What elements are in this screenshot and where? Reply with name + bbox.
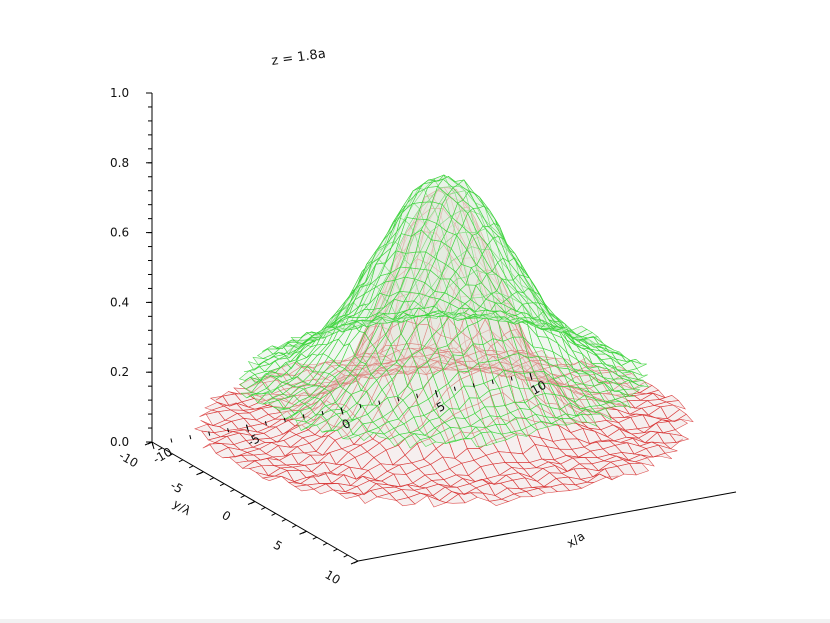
mesh-cell [580,413,598,427]
y-minor-tick [302,530,307,534]
mesh-cell [609,401,627,407]
x-minor-tick [510,376,513,381]
y-minor-tick [322,542,328,546]
x-tick-label: 10 [529,378,549,398]
y-tick-label: 5 [271,538,285,554]
x-minor-tick [321,410,324,416]
z-tick-label: 0.8 [110,156,129,170]
y-minor-tick [158,447,163,451]
x-minor-tick [227,428,230,433]
x-minor-tick [170,438,173,443]
x-minor-tick [189,434,192,440]
y-minor-tick [199,471,204,475]
mesh-cell [632,379,650,388]
surfaces [194,174,694,508]
y-minor-tick [343,554,348,558]
mesh-cell [665,400,687,410]
x-minor-tick [340,407,343,412]
x-minor-tick [529,372,532,378]
mesh-cell [627,379,645,390]
x-axis-line [357,491,737,562]
x-minor-tick [491,379,494,385]
x-minor-tick [151,441,154,447]
mesh-cell [623,388,641,397]
z-tick-label: 0.0 [110,435,129,449]
y-minor-tick [178,459,184,463]
z-tick-label: 1.0 [110,86,129,100]
y-minor-tick [312,536,318,540]
x-minor-tick [283,417,286,422]
x-minor-tick [246,424,248,429]
bottom-strip [0,619,830,623]
y-minor-tick [188,465,194,469]
x-minor-tick [472,383,475,388]
x-minor-tick [453,386,456,391]
mesh-cell [594,407,612,421]
y-tick-label: -5 [168,478,185,496]
y-minor-tick [281,518,287,522]
x-minor-tick [378,400,381,405]
mesh-cell [668,433,690,443]
y-minor-tick [230,489,235,493]
x-axis-label: x/a [564,529,587,551]
x-minor-tick [359,403,362,409]
y-minor-tick [291,524,297,528]
z-tick-label: 0.2 [110,365,129,379]
mesh-cell [631,371,648,380]
z-tick-label: 0.4 [110,295,129,309]
mesh-cell [630,360,647,369]
y-minor-tick [209,477,215,481]
y-minor-tick [261,507,266,510]
y-minor-tick [353,560,359,564]
y-axis-label: y/λ [170,497,193,519]
y-minor-tick [240,495,245,498]
z-tick-label: 0.6 [110,226,129,240]
mesh-cell [614,395,632,409]
mesh-cell [629,462,649,476]
x-minor-tick [435,390,437,395]
y-minor-tick [333,548,338,552]
mesh-cell [619,391,635,397]
x-minor-tick [302,414,305,419]
y-minor-tick [250,501,256,504]
x-minor-tick [397,397,400,402]
x-minor-tick [264,421,267,426]
z-axis: 0.0 0.2 0.4 0.6 0.8 1.0 [110,86,153,449]
y-tick-label: 10 [323,567,343,587]
mesh-cell [673,413,694,423]
mesh-cell [599,473,619,481]
x-minor-tick [416,393,419,398]
y-minor-tick [219,483,225,487]
chart-title: z = 1.8a [270,47,326,69]
y-tick-label: 0 [220,508,234,524]
y-minor-tick [147,441,153,445]
x-minor-tick [208,431,211,436]
mesh-cell [663,438,684,450]
mesh-cell [634,457,655,467]
mesh-cell [652,452,673,460]
y-tick-label: -10 [117,448,141,470]
y-minor-tick [271,512,276,516]
y-minor-tick [168,453,173,457]
mesh-cell [657,444,678,454]
surface-green [238,174,650,449]
